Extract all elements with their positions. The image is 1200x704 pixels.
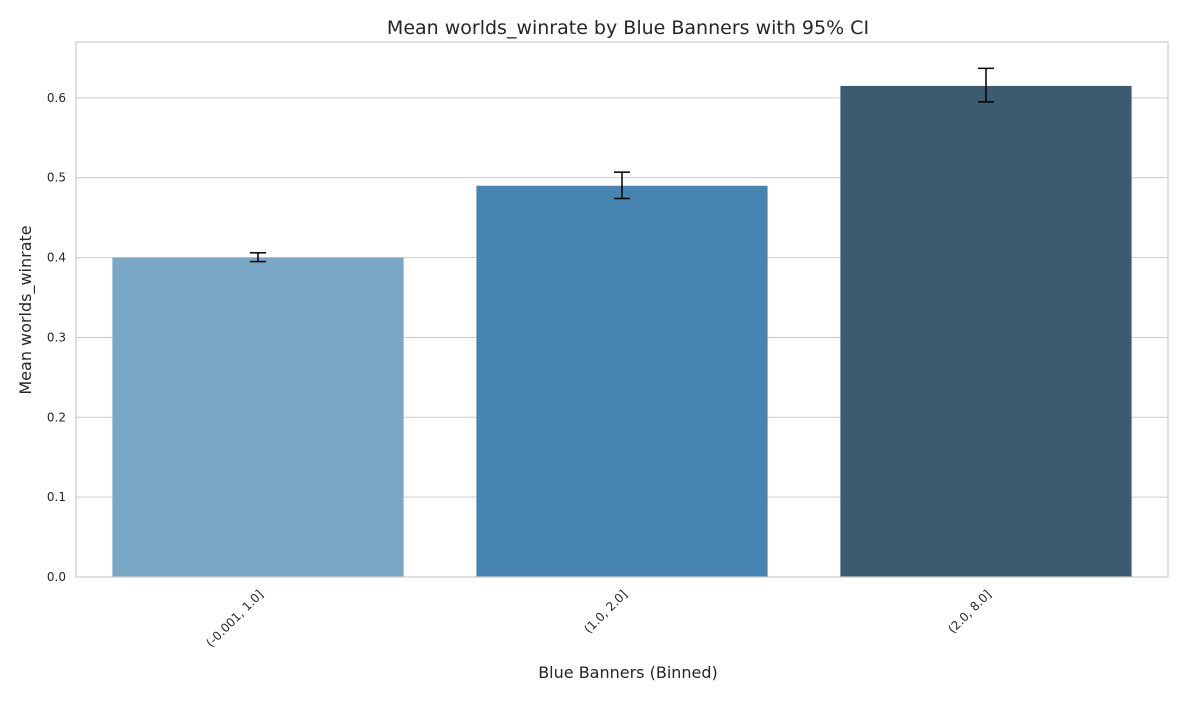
y-axis-label: Mean worlds_winrate (16, 225, 36, 394)
error-bar (614, 171, 630, 200)
bar (112, 257, 404, 577)
y-tick-label: 0.2 (47, 410, 66, 424)
y-tick-labels: 0.0 0.1 0.2 0.3 0.4 0.5 0.6 (47, 91, 66, 584)
chart-title: Mean worlds_winrate by Blue Banners with… (387, 17, 869, 39)
plot-frame (75, 41, 1169, 578)
x-tick-label: (1.0, 2.0] (581, 587, 630, 636)
x-tick-label: (-0.001, 1.0] (203, 587, 266, 650)
x-axis-label: Blue Banners (Binned) (538, 663, 718, 682)
x-tick-labels: (-0.001, 1.0] (1.0, 2.0] (2.0, 8.0] (203, 587, 994, 650)
y-tick-label: 0.6 (47, 91, 66, 105)
y-tick-label: 0.0 (47, 570, 66, 584)
y-tick-label: 0.5 (47, 171, 66, 185)
error-bar (250, 252, 266, 263)
bar (476, 185, 768, 578)
y-tick-label: 0.3 (47, 330, 66, 344)
error-bars (250, 67, 994, 263)
x-tick-label: (2.0, 8.0] (945, 587, 994, 636)
bar (840, 85, 1132, 577)
error-bar (978, 67, 994, 103)
bars (112, 85, 1132, 578)
y-tick-label: 0.1 (47, 490, 66, 504)
y-tick-label: 0.4 (47, 251, 66, 265)
